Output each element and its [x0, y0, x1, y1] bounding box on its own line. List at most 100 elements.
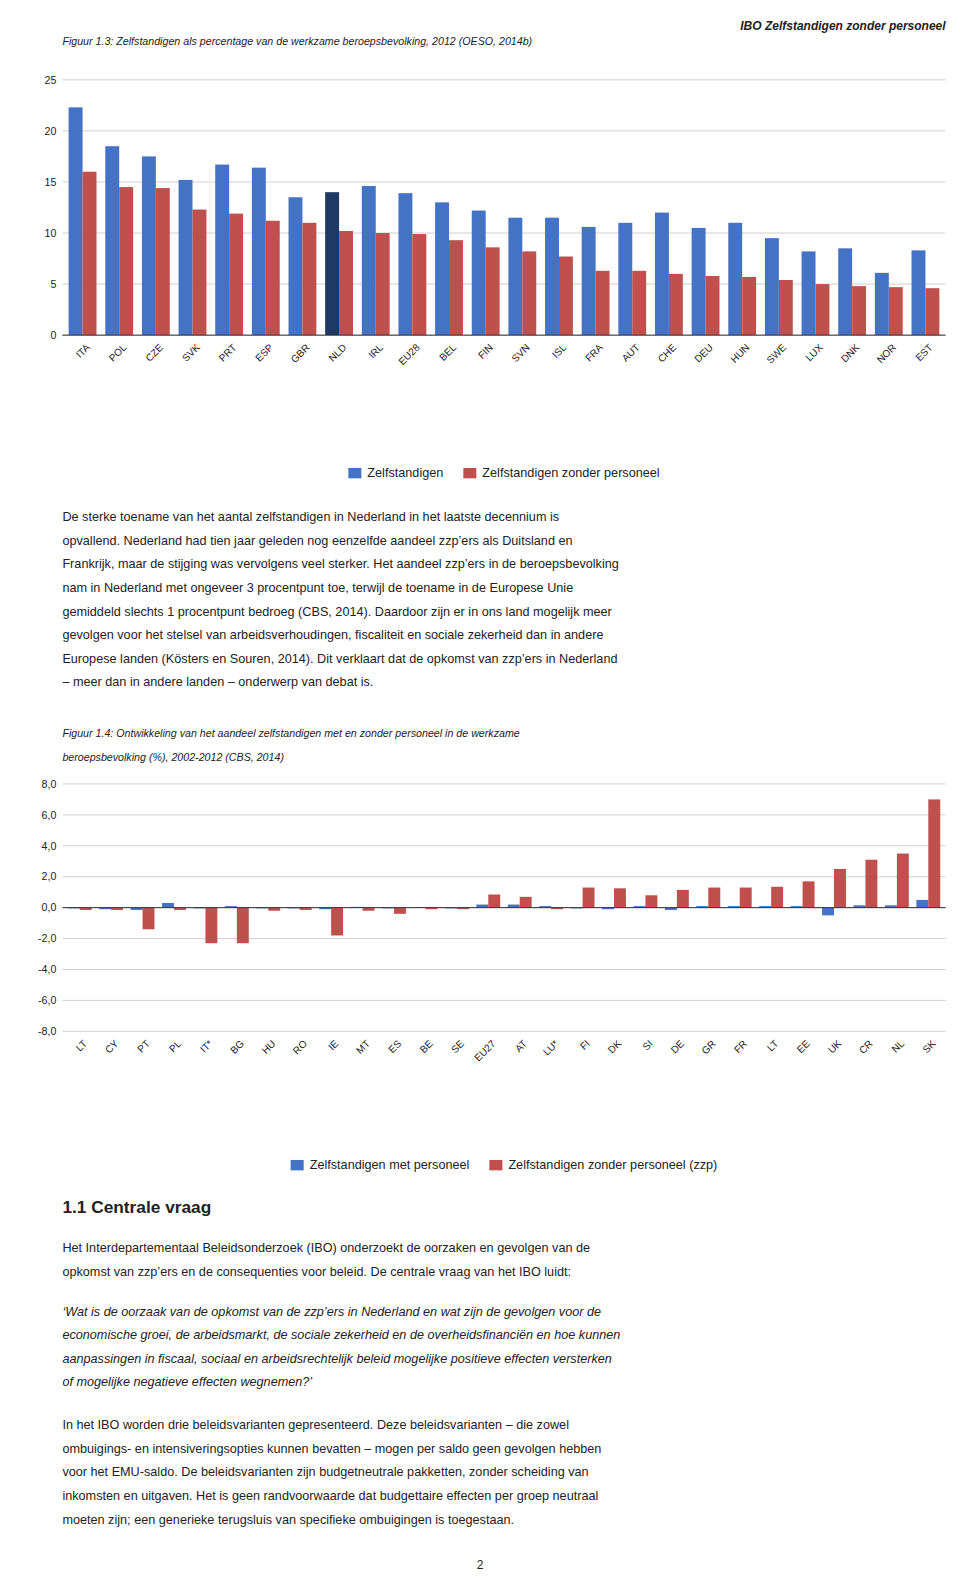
x-tick-label: FI	[578, 1038, 592, 1052]
quote-line: ‘Wat is de oorzaak van de opkomst van de…	[62, 1305, 601, 1319]
bar	[925, 288, 939, 335]
x-tick-label: BG	[228, 1038, 246, 1056]
bar	[522, 251, 536, 335]
legend-swatch	[489, 1160, 502, 1170]
x-tick-label: EE	[795, 1038, 812, 1055]
bar	[105, 146, 119, 335]
bar	[486, 247, 500, 335]
x-tick-label: MT	[354, 1038, 372, 1056]
x-tick-label: DE	[669, 1038, 687, 1056]
bar	[614, 888, 626, 907]
bar	[69, 107, 83, 335]
legend: Zelfstandigen met personeelZelfstandigen…	[291, 1158, 718, 1172]
bar	[449, 240, 463, 335]
quote-line: economische groei, de arbeidsmarkt, de s…	[62, 1328, 620, 1342]
bar	[237, 908, 249, 944]
bar	[655, 213, 669, 336]
y-tick-label: 0,0	[42, 901, 57, 913]
x-tick-label: EU27	[472, 1038, 498, 1064]
header: IBO Zelfstandigen zonder personeel	[740, 19, 946, 33]
bar	[852, 286, 866, 335]
chart-title: Figuur 1.4: Ontwikkeling van het aandeel…	[62, 727, 519, 739]
bar	[331, 908, 343, 936]
bar	[632, 271, 646, 335]
grid-line	[62, 335, 945, 336]
bar	[708, 888, 720, 908]
x-tick-label: FIN	[476, 342, 495, 361]
x-tick-label: ISL	[550, 341, 569, 360]
bar	[803, 881, 815, 907]
legend-swatch	[463, 468, 476, 478]
x-tick-label: CY	[103, 1038, 121, 1056]
quote-line: of mogelijke negatieve effecten wegnemen…	[62, 1375, 312, 1389]
bar	[205, 908, 217, 944]
paragraph-line: inkomsten en uitgaven. Het is geen randv…	[62, 1489, 598, 1503]
x-tick-label: DNK	[839, 342, 862, 365]
legend: ZelfstandigenZelfstandigen zonder person…	[348, 466, 659, 480]
x-tick-label: UK	[826, 1038, 844, 1056]
bar	[142, 156, 156, 335]
bar	[912, 250, 926, 335]
x-tick-label: SVK	[180, 342, 202, 364]
x-tick-label: BEL	[437, 341, 458, 362]
y-tick-label: -2,0	[38, 932, 56, 944]
bar	[179, 180, 193, 335]
x-tick-label: RO	[291, 1038, 310, 1057]
bar	[192, 210, 206, 336]
grid-line	[62, 969, 945, 970]
y-tick-label: -6,0	[38, 994, 56, 1006]
x-tick-label: ITA	[74, 342, 92, 360]
bar	[765, 238, 779, 335]
bar	[559, 257, 573, 336]
paragraph-line: In het IBO worden drie beleidsvarianten …	[62, 1418, 569, 1432]
x-tick-label: HU	[260, 1038, 278, 1056]
x-tick-label: NOR	[875, 342, 899, 366]
x-tick-label: ESP	[253, 342, 275, 364]
bar	[229, 214, 243, 336]
paragraph-line: Het Interdepartementaal Beleidsonderzoek…	[62, 1241, 590, 1255]
grid-line	[62, 938, 945, 939]
chart: 0510152025ITAPOLCZESVKPRTESPGBRNLDIRLEU2…	[45, 74, 946, 481]
y-tick-label: 20	[45, 125, 57, 137]
bar	[692, 228, 706, 335]
bar	[435, 202, 449, 335]
x-tick-label: POL	[107, 341, 129, 363]
grid-line	[62, 181, 945, 182]
bar	[398, 193, 412, 335]
x-tick-label: BE	[418, 1038, 435, 1055]
x-tick-label: LUX	[803, 342, 825, 364]
paragraph-line: opvallend. Nederland had tien jaar geled…	[62, 534, 572, 548]
chart: -8,0-6,0-4,0-2,00,02,04,06,08,0LTCYPTPLI…	[38, 778, 946, 1172]
chart-title: Figuur 1.3: Zelfstandigen als percentage…	[62, 35, 532, 47]
zero-line	[62, 335, 945, 336]
bar	[816, 284, 830, 335]
paragraph-line: ombuigings- en intensiveringsopties kunn…	[62, 1442, 601, 1456]
y-tick-label: 4,0	[42, 840, 57, 852]
x-tick-label: SK	[920, 1038, 937, 1055]
bar	[119, 187, 133, 335]
x-tick-label: NLD	[327, 342, 349, 364]
bar	[583, 888, 595, 908]
bar	[325, 192, 339, 335]
y-tick-label: 15	[45, 176, 57, 188]
grid-line	[62, 1031, 945, 1032]
bar	[928, 799, 940, 907]
legend-label: Zelfstandigen zonder personeel	[482, 466, 659, 480]
x-tick-label: PT	[135, 1038, 152, 1055]
page-canvas: IBO Zelfstandigen zonder personeel Figuur…	[0, 0, 960, 1596]
paragraph-line: moeten zijn; een generieke terugsluis va…	[62, 1513, 514, 1527]
x-tick-label: PRT	[217, 342, 239, 364]
bar	[742, 277, 756, 335]
x-tick-label: FR	[732, 1038, 749, 1055]
x-tick-label: SVN	[509, 342, 531, 364]
bar	[771, 887, 783, 908]
y-tick-label: 2,0	[42, 870, 57, 882]
x-tick-label: GR	[699, 1038, 717, 1056]
paragraph-line: nam in Nederland met ongeveer 3 procentp…	[62, 581, 573, 595]
bar	[302, 223, 316, 335]
x-tick-label: DEU	[692, 342, 715, 365]
bar	[875, 273, 889, 335]
bar	[156, 188, 170, 335]
y-tick-label: 10	[45, 227, 57, 239]
legend-label: Zelfstandigen zonder personeel (zzp)	[508, 1158, 717, 1172]
